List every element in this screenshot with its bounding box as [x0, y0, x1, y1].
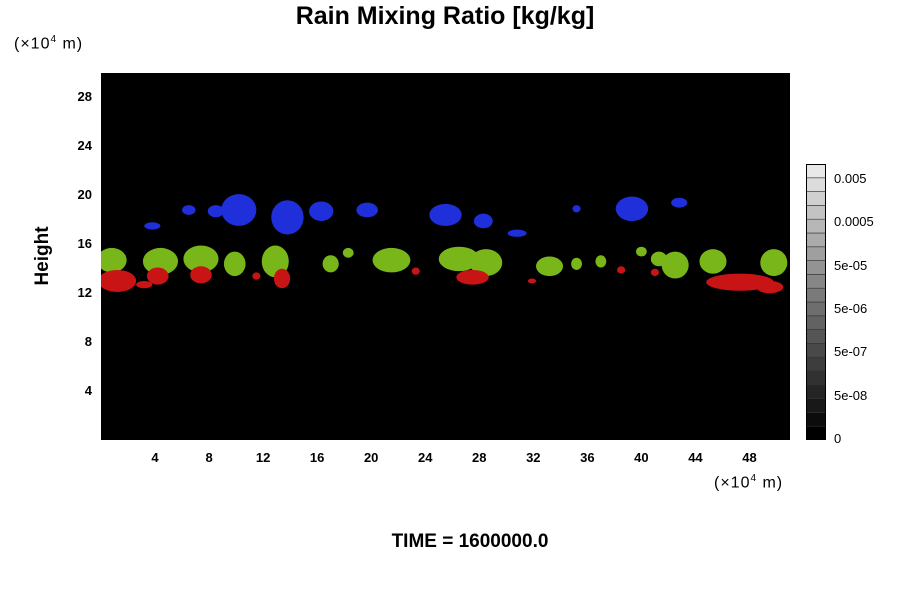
blob-red-3	[190, 266, 212, 284]
blob-green-1	[142, 247, 179, 275]
blob-blue-10	[572, 205, 581, 213]
colorbar-level	[806, 301, 826, 317]
colorbar-level	[806, 412, 826, 427]
blob-blue-6	[356, 202, 378, 218]
x-tick-label: 4	[151, 450, 159, 465]
colorbar-level	[806, 384, 826, 399]
blob-blue-7	[429, 203, 462, 226]
colorbar-level	[806, 287, 826, 303]
blob-green-15	[661, 251, 689, 279]
region-blue	[144, 194, 688, 237]
y-tick-label: 28	[77, 89, 92, 105]
blob-red-6	[411, 267, 420, 275]
time-label: TIME = 1600000.0	[391, 531, 549, 552]
y-tick-label: 20	[77, 187, 92, 203]
blob-red-10	[650, 268, 659, 277]
blob-green-10	[536, 256, 564, 277]
colorbar-label: 0.005	[834, 171, 867, 186]
colorbar-level	[806, 425, 826, 440]
y-tick-label: 4	[84, 383, 92, 399]
colorbar-frame	[806, 164, 826, 440]
colorbar-level	[806, 260, 826, 275]
x-axis-unit: (×104 m)	[714, 473, 784, 492]
blob-blue-9	[507, 229, 527, 237]
colorbar-level	[806, 315, 826, 330]
region-green	[101, 245, 788, 279]
blob-blue-2	[207, 205, 224, 218]
blob-blue-3	[221, 194, 257, 226]
x-tick-label: 32	[526, 450, 541, 465]
y-tick-label: 24	[77, 138, 92, 154]
colorbar-level	[806, 329, 826, 344]
blob-red-5	[273, 268, 291, 289]
colorbar-level	[806, 343, 826, 358]
blob-green-17	[760, 249, 788, 277]
blob-blue-11	[615, 196, 649, 222]
blob-green-5	[322, 255, 339, 273]
y-tick-label: 12	[77, 285, 92, 301]
blob-red-8	[527, 278, 537, 284]
x-tick-label: 40	[634, 450, 649, 465]
colorbar-level	[806, 205, 826, 220]
colorbar-level	[806, 218, 826, 234]
colorbar-label: 5e-07	[834, 344, 868, 360]
colorbar-level	[806, 191, 826, 206]
blob-blue-12	[671, 197, 688, 208]
x-tick-label: 28	[472, 450, 487, 465]
y-axis-unit: (×104 m)	[14, 34, 84, 53]
blob-red-12	[756, 280, 784, 294]
x-tick-label: 16	[309, 450, 325, 465]
blob-red-0	[101, 269, 137, 292]
x-tick-label: 24	[418, 450, 433, 465]
colorbar-label: 5e-06	[834, 301, 868, 316]
y-tick-label: 8	[84, 334, 92, 350]
colorbar-label: 0	[834, 431, 842, 446]
blob-green-12	[595, 255, 607, 268]
x-tick-label: 8	[205, 450, 213, 465]
colorbar-label: 5e-08	[834, 387, 868, 403]
blob-red-1	[146, 267, 169, 285]
blob-green-6	[342, 247, 354, 258]
colorbar-level	[806, 356, 826, 372]
blob-green-0	[101, 247, 127, 273]
heatmap-plot	[101, 73, 790, 440]
blob-green-13	[635, 246, 647, 257]
x-tick-label: 12	[255, 450, 271, 465]
blob-green-11	[571, 257, 582, 270]
colorbar-level	[806, 177, 826, 192]
blob-green-8	[438, 246, 480, 272]
blob-red-4	[252, 272, 261, 280]
region-red	[101, 266, 784, 294]
x-tick-label: 48	[742, 450, 757, 465]
blob-blue-8	[473, 213, 493, 229]
blob-red-2	[136, 280, 153, 289]
x-tick-label: 36	[580, 450, 595, 465]
colorbar-label: 5e-05	[834, 257, 868, 273]
colorbar-level	[806, 370, 826, 386]
blob-green-7	[372, 247, 411, 273]
y-axis-label: Height	[32, 226, 53, 286]
y-tick-label: 16	[77, 236, 92, 252]
blob-blue-1	[182, 205, 196, 215]
blob-blue-5	[309, 201, 334, 222]
colorbar-label: 0.0005	[834, 214, 874, 230]
blob-blue-4	[271, 200, 304, 235]
blob-red-7	[456, 269, 489, 285]
colorbar	[806, 164, 826, 440]
chart-title: Rain Mixing Ratio [kg/kg]	[295, 2, 595, 30]
blob-green-3	[223, 251, 246, 277]
blob-green-2	[183, 245, 219, 273]
colorbar-level	[806, 274, 826, 289]
x-tick-label: 44	[688, 450, 703, 465]
colorbar-level	[806, 246, 826, 261]
colorbar-level	[806, 398, 826, 413]
blob-red-9	[617, 266, 626, 274]
blob-green-16	[699, 249, 727, 274]
x-tick-label: 20	[363, 450, 379, 465]
blob-green-9	[469, 249, 503, 277]
colorbar-level	[806, 232, 826, 248]
blob-blue-0	[144, 222, 161, 230]
colorbar-level	[806, 164, 826, 179]
